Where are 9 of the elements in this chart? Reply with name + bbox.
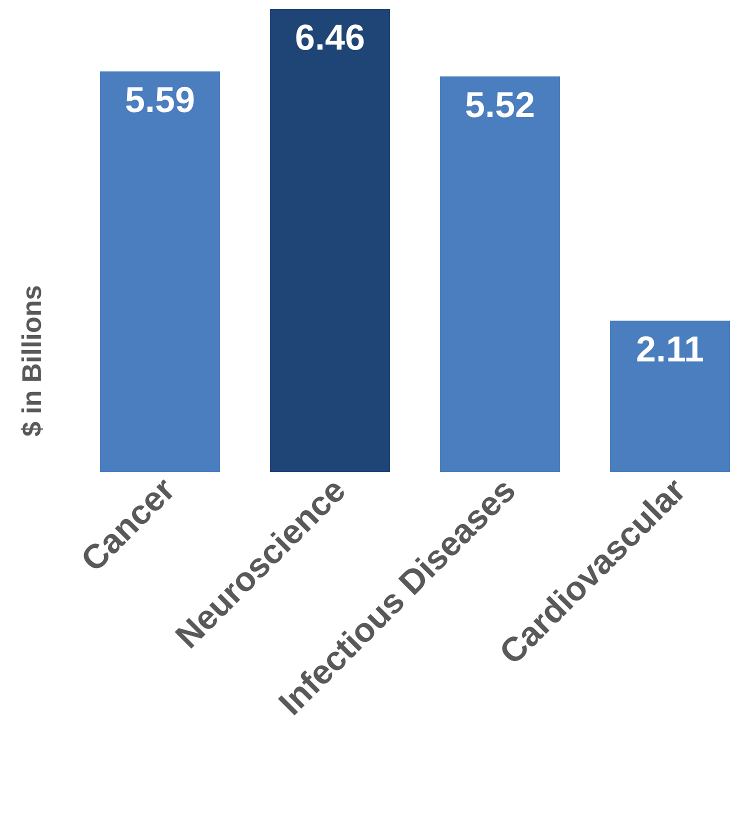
data-label: 6.46 (296, 24, 364, 50)
bar (440, 76, 560, 472)
bar (610, 320, 730, 472)
data-label: 5.52 (466, 92, 534, 118)
data-label: 5.59 (126, 86, 194, 112)
bar (100, 71, 220, 472)
bar (270, 8, 390, 472)
y-axis-title: $ in Billions (20, 286, 43, 436)
data-label: 2.11 (637, 336, 704, 362)
